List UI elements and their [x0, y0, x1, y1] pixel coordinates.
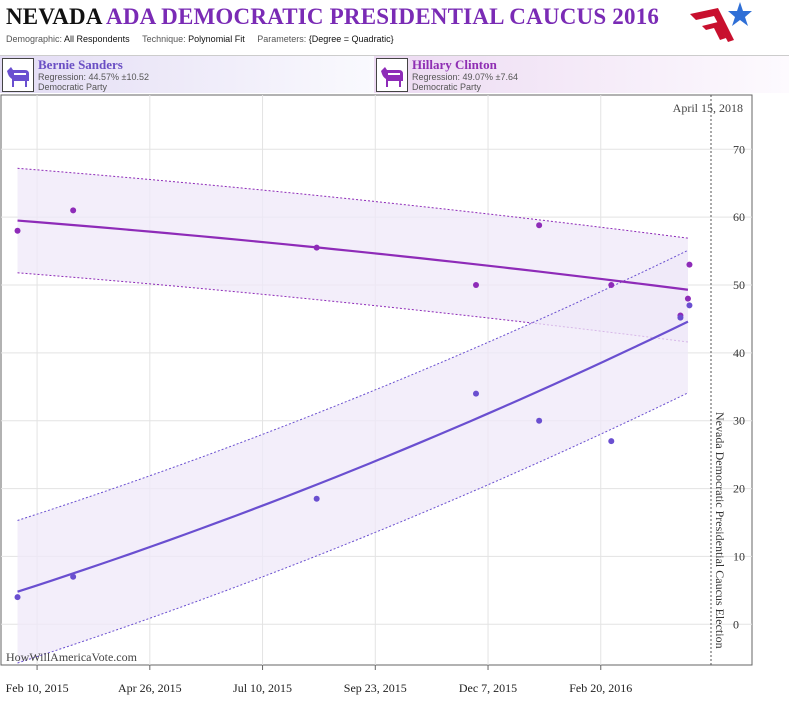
band-upper [17, 249, 689, 521]
site-logo-icon[interactable] [688, 0, 754, 52]
plot-border [0, 94, 753, 666]
x-axis-ticks: Feb 10, 2015 Apr 26, 2015 Jul 10, 2015 Sep … [6, 665, 632, 695]
band-upper [17, 167, 689, 239]
technique-value: Polynomial Fit [188, 34, 245, 44]
band-lower [17, 392, 689, 664]
data-points [14, 207, 693, 601]
data-point [608, 438, 615, 445]
election-label: Nevada Democratic Presidential Caucus El… [713, 412, 727, 649]
fit-line [17, 219, 689, 291]
data-point [686, 302, 693, 309]
confidence-band [17, 168, 688, 342]
donkey-icon [2, 58, 34, 92]
data-point [313, 244, 320, 251]
data-point [473, 390, 480, 397]
y-tick-label: 50 [733, 278, 745, 292]
candidate-party: Democratic Party [38, 82, 108, 92]
x-tick-label: Feb 20, 2016 [569, 681, 632, 695]
demographic-value: All Respondents [64, 34, 130, 44]
chart-parameters: Demographic: All Respondents Technique: … [6, 34, 394, 44]
y-tick-label: 0 [733, 617, 739, 631]
data-point [677, 314, 684, 321]
confidence-band [17, 250, 688, 663]
confidence-bands [17, 167, 689, 664]
x-tick-label: Sep 23, 2015 [344, 681, 407, 695]
y-tick-label: 30 [733, 414, 745, 428]
y-tick-label: 70 [733, 142, 745, 156]
data-point [70, 207, 77, 214]
candidate-regression: Regression: 44.57% ±10.52 [38, 72, 150, 82]
data-point [70, 573, 77, 580]
data-point [14, 594, 21, 601]
candidate-party: Democratic Party [412, 82, 482, 92]
watermark: HowWillAmericaVote.com [6, 650, 138, 664]
data-point [684, 295, 691, 302]
x-tick-label: Apr 26, 2015 [118, 681, 182, 695]
data-point [536, 417, 543, 424]
x-tick-label: Dec 7, 2015 [459, 681, 517, 695]
fit-line [17, 320, 689, 593]
y-tick-label: 40 [733, 346, 745, 360]
candidate-name: Bernie Sanders [38, 57, 123, 72]
chart-area: 70 60 50 40 30 20 10 0 Feb 10, 2015 Apr 26, 2015… [0, 94, 753, 695]
data-point [608, 282, 615, 288]
data-point [14, 227, 21, 234]
y-tick-label: 60 [733, 210, 745, 224]
x-tick-label: Feb 10, 2015 [6, 681, 69, 695]
data-point [536, 222, 543, 229]
data-point [686, 261, 693, 268]
parameters-value: {Degree = Quadratic} [308, 34, 394, 44]
candidate-regression: Regression: 49.07% ±7.64 [412, 72, 519, 82]
top-date-label: April 15, 2018 [673, 101, 743, 115]
x-tick-label: Jul 10, 2015 [233, 681, 292, 695]
data-point [313, 495, 320, 502]
y-tick-label: 10 [733, 549, 745, 563]
y-axis-ticks: 70 60 50 40 30 20 10 0 [733, 142, 745, 631]
data-point [473, 282, 480, 288]
candidate-card-sanders[interactable]: Bernie Sanders Regression: 44.57% ±10.52… [0, 55, 378, 93]
donkey-icon [376, 58, 408, 92]
candidate-card-clinton[interactable]: Hillary Clinton Regression: 49.07% ±7.64… [374, 55, 789, 93]
candidate-name: Hillary Clinton [412, 57, 497, 72]
fit-lines [17, 219, 689, 593]
y-tick-label: 20 [733, 482, 745, 496]
page-title: NEVADA ADA DEMOCRATIC PRESIDENTIAL CAUCU… [6, 4, 660, 29]
